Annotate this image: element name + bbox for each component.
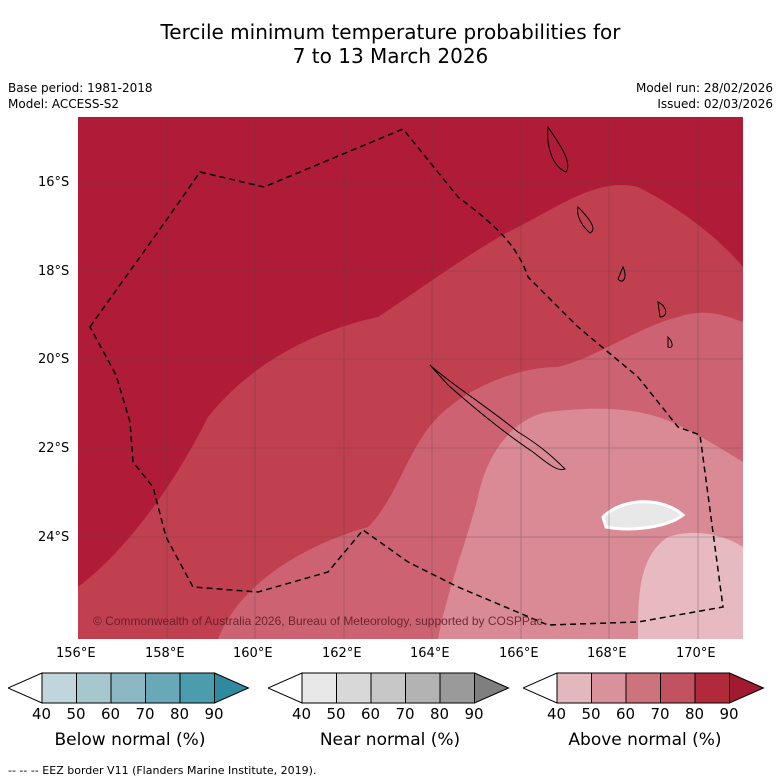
longitude-label: 170°E [676,646,716,661]
latitude-label: 24°S [38,530,70,545]
colorbar-segment [76,672,112,704]
colorbar-segment [694,672,730,704]
colorbar-3 [523,672,765,704]
colorbar-tick-label: 40 [32,705,52,723]
colorbar-tick-label: 90 [719,705,739,723]
longitude-label: 162°E [322,646,362,661]
colorbar-tick-label: 50 [326,705,346,723]
probability-map: © Commonwealth of Australia 2026, Bureau… [78,117,743,639]
colorbar-low-triangle [8,672,43,704]
colorbar-segment [145,672,181,704]
colorbar-2 [268,672,510,704]
issued-date: Issued: 02/03/2026 [657,97,773,111]
colorbar-segment [405,672,441,704]
colorbar-low-triangle [268,672,303,704]
eez-border [89,128,724,626]
new-caledonia-island [429,364,566,471]
colorbar-tick-label: 50 [581,705,601,723]
colorbar-segment [439,672,475,704]
colorbar-segment [625,672,661,704]
colorbar-tick-label: 60 [101,705,121,723]
colorbar-tick-label: 70 [395,705,415,723]
colorbar-segment [660,672,696,704]
latitude-label: 16°S [38,175,70,190]
colorbar-title: Above normal (%) [568,730,722,750]
longitude-label: 160°E [233,646,273,661]
colorbar-segment [110,672,146,704]
latitude-label: 20°S [38,352,70,367]
colorbar-title: Below normal (%) [54,730,206,750]
latitude-label: 22°S [38,441,70,456]
contour-30 [601,500,686,531]
colorbar-tick-label: 60 [616,705,636,723]
colorbar-high-triangle [214,672,250,704]
colorbar-low-triangle [523,672,558,704]
colorbar-segment [179,672,215,704]
colorbar-segment [556,672,592,704]
colorbar-tick-label: 90 [204,705,224,723]
colorbar-tick-label: 50 [66,705,86,723]
model-run: Model run: 28/02/2026 [635,81,773,95]
colorbar-1 [8,672,250,704]
colorbar-segment [301,672,337,704]
colorbar-segment [336,672,372,704]
colorbar-tick-label: 80 [685,705,705,723]
longitude-label: 168°E [587,646,627,661]
colorbar-segment [370,672,406,704]
copyright-note: © Commonwealth of Australia 2026, Bureau… [93,614,543,628]
title-line-2: 7 to 13 March 2026 [292,44,489,68]
colorbar-tick-label: 60 [361,705,381,723]
colorbar-tick-label: 40 [292,705,312,723]
latitude-label: 18°S [38,264,70,279]
colorbar-high-triangle [474,672,510,704]
colorbar-tick-label: 70 [135,705,155,723]
colorbar-tick-label: 80 [170,705,190,723]
longitude-label: 166°E [499,646,539,661]
colorbar-tick-label: 70 [650,705,670,723]
title-line-1: Tercile minimum temperature probabilitie… [160,20,621,44]
eez-legend-note: -- -- -- EEZ border V11 (Flanders Marine… [8,764,317,777]
longitude-label: 158°E [145,646,185,661]
colorbar-segment [591,672,627,704]
colorbar-title: Near normal (%) [319,730,461,750]
longitude-label: 164°E [410,646,450,661]
model-name: Model: ACCESS-S2 [8,97,120,111]
colorbar-segment [41,672,77,704]
base-period: Base period: 1981-2018 [8,81,153,95]
colorbar-tick-label: 80 [430,705,450,723]
colorbar-high-triangle [729,672,765,704]
colorbar-tick-label: 40 [547,705,567,723]
colorbar-tick-label: 90 [464,705,484,723]
vanuatu-islands [547,125,673,348]
longitude-label: 156°E [56,646,96,661]
